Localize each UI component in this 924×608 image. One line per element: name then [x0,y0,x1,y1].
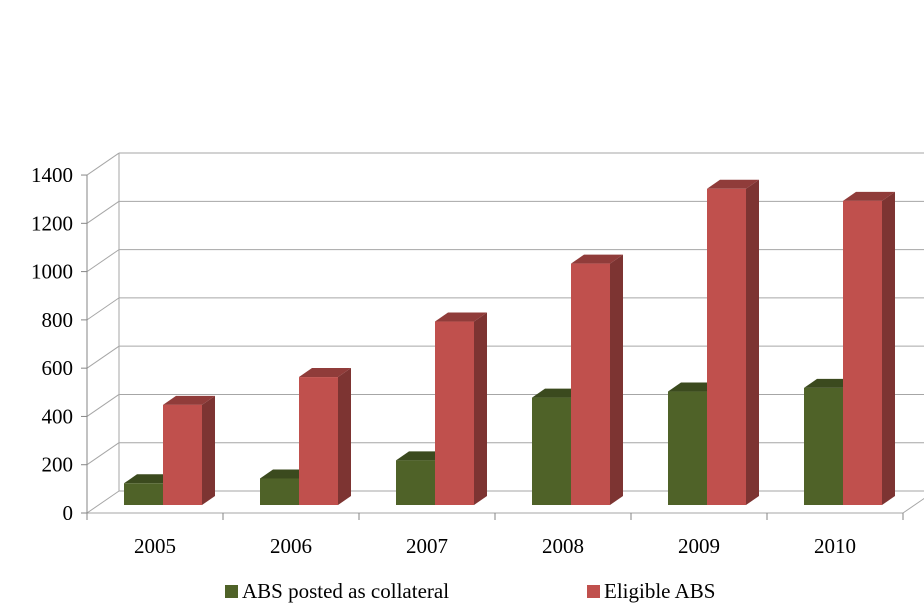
gridline-side [86,152,120,176]
x-tick-label: 2007 [406,534,448,558]
legend-label: ABS posted as collateral [242,579,449,603]
bar-side [338,368,351,505]
legend: ABS posted as collateral Eligible ABS [225,579,715,603]
bar-top [163,395,215,405]
x-tick-label: 2010 [814,534,856,558]
y-tick-label: 600 [42,356,74,380]
y-tick-label: 400 [42,404,74,428]
bar-side [474,312,487,505]
bars [124,179,895,506]
bar-eligible-abs [299,368,351,505]
y-axis: 0 200 400 600 800 1000 1200 1400 [31,163,88,525]
gridline-side [86,490,120,514]
floor-right-edge [902,497,924,514]
y-tick-label: 1200 [31,211,73,235]
y-tick-label: 1000 [31,260,73,284]
bar-front [804,387,843,505]
legend-swatch [225,585,238,598]
x-tick-label: 2008 [542,534,584,558]
bar-top [571,254,623,264]
bar-top [435,312,487,322]
legend-item: ABS posted as collateral [225,579,449,603]
gridline-side [86,394,120,417]
bar-front [843,200,882,505]
x-axis: 2005 2006 2007 2008 2009 2010 [86,513,904,558]
bar-front [571,263,610,505]
x-tick-label: 2005 [134,534,176,558]
y-tick-label: 200 [42,453,74,477]
bar-eligible-abs [163,395,215,505]
bar-eligible-abs [571,254,623,505]
bar-side [746,179,759,506]
y-tick-label: 0 [63,501,74,525]
bar-front [668,391,707,505]
legend-label: Eligible ABS [604,579,715,603]
gridline-side [86,249,120,273]
bar-top [843,191,895,201]
legend-swatch [587,585,600,598]
x-tick-label: 2009 [678,534,720,558]
y-tick-label: 1400 [31,163,73,187]
bar-front [435,321,474,505]
bar-top [299,368,351,378]
bar-top [707,179,759,189]
gridline-side [86,345,120,369]
bar-front [532,397,571,505]
bar-side [202,395,215,505]
gridline-side [86,200,120,224]
bar-front [707,188,746,506]
bar-front [260,478,299,505]
gridline-side [86,297,120,321]
bar-eligible-abs [435,312,487,505]
bar-eligible-abs [843,191,895,505]
bar-eligible-abs [707,179,759,506]
legend-item: Eligible ABS [587,579,715,603]
bar-front [163,404,202,505]
bar-side [610,254,623,505]
bar-front [396,460,435,505]
x-tick-label: 2006 [270,534,312,558]
gridline-side [86,442,120,466]
bar-front [124,483,163,505]
y-tick-label: 800 [42,308,74,332]
bar-front [299,377,338,505]
bar-side [882,191,895,505]
